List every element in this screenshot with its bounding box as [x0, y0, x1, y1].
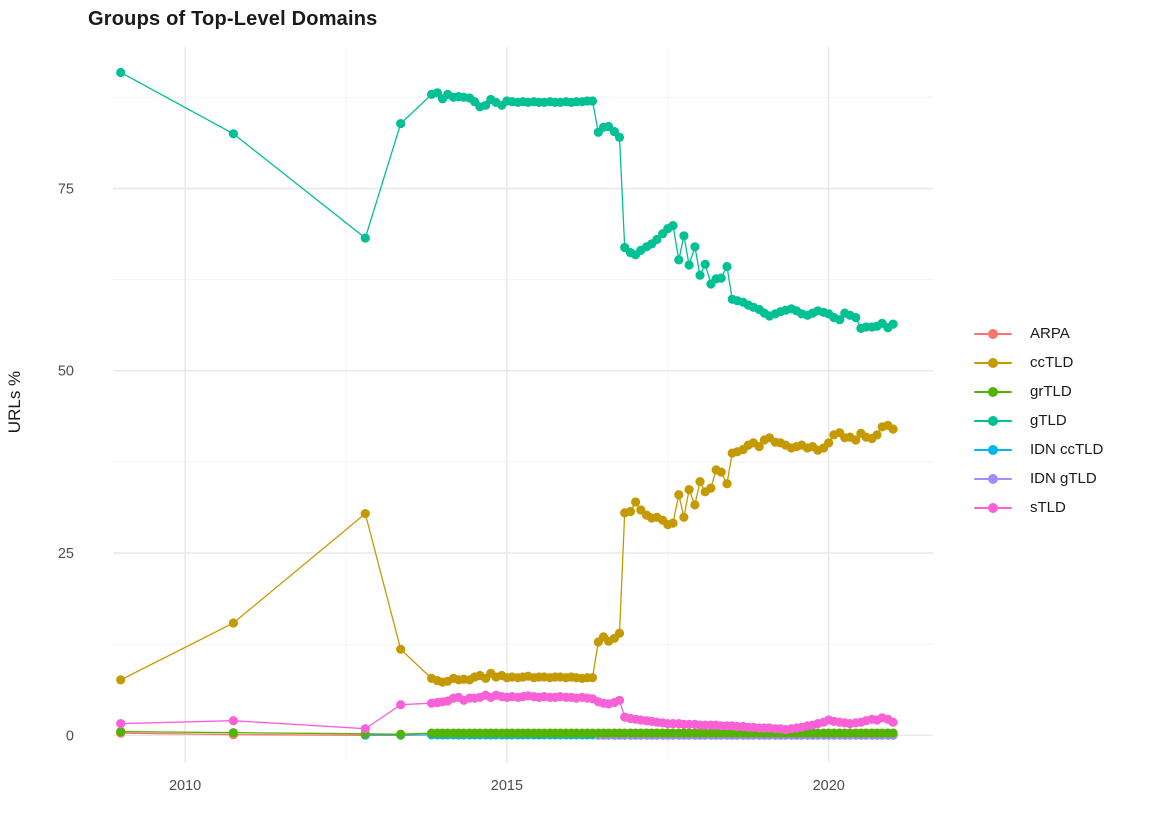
data-point-gtld	[835, 315, 845, 325]
axis-tick-labels: 2010 2015 2020 0 25 50 75	[58, 182, 845, 795]
x-tick-label: 2010	[169, 778, 201, 794]
data-point-cctld	[668, 518, 678, 528]
legend-key-dot	[988, 386, 998, 397]
legend-label: IDN ccTLD	[1030, 441, 1104, 458]
data-point-gtld	[679, 231, 689, 241]
data-point-gtld	[690, 242, 700, 252]
data-point-stld	[116, 719, 126, 729]
x-tick-label: 2020	[813, 778, 845, 794]
data-point-cctld	[690, 500, 700, 510]
legend-key-icon	[974, 502, 1012, 514]
data-point-cctld	[587, 673, 598, 683]
data-point-cctld	[116, 675, 126, 685]
y-tick-label: 50	[58, 364, 74, 380]
data-point-cctld	[631, 497, 641, 507]
gridlines	[113, 47, 933, 763]
legend-key-icon	[974, 357, 1012, 369]
legend-key-icon	[974, 415, 1012, 427]
data-point-cctld	[674, 490, 684, 500]
legend-key-dot	[988, 502, 998, 513]
data-point-gtld	[360, 233, 370, 243]
data-point-cctld	[888, 424, 898, 434]
data-point-gtld	[700, 259, 710, 269]
data-point-cctld	[716, 467, 726, 477]
legend-label: gTLD	[1030, 412, 1067, 429]
legend-item-gtld: gTLD	[974, 406, 1103, 435]
data-point-cctld	[614, 628, 625, 638]
legend-key-icon	[974, 328, 1012, 340]
data-point-gtld	[851, 312, 861, 323]
y-tick-label: 25	[58, 546, 74, 562]
legend-key-dot	[988, 444, 998, 455]
data-point-stld	[888, 717, 898, 727]
data-point-cctld	[228, 618, 238, 628]
series-cctld	[116, 420, 898, 687]
data-point-cctld	[754, 442, 764, 452]
legend-key-dot	[988, 328, 998, 339]
data-point-gtld	[668, 221, 678, 231]
data-point-gtld	[396, 119, 406, 129]
data-point-gtld	[684, 260, 694, 270]
data-point-gtld	[716, 273, 726, 283]
data-point-grtld	[116, 727, 126, 737]
legend-label: grTLD	[1030, 383, 1072, 400]
legend-key-dot	[988, 473, 998, 484]
data-point-cctld	[679, 512, 689, 522]
data-point-gtld	[116, 67, 126, 78]
legend-key-dot	[988, 415, 998, 426]
legend-key-icon	[974, 444, 1012, 456]
data-point-stld	[228, 716, 238, 726]
data-point-cctld	[684, 485, 694, 495]
data-point-cctld	[625, 506, 636, 517]
data-point-gtld	[587, 96, 598, 106]
chart-title: Groups of Top-Level Domains	[88, 8, 378, 30]
legend-key-dot	[988, 357, 998, 368]
data-point-stld	[360, 724, 370, 734]
legend-item-idn-gtld: IDN gTLD	[974, 464, 1103, 493]
series-stld	[116, 690, 898, 735]
data-point-cctld	[706, 483, 716, 493]
data-point-cctld	[722, 479, 732, 489]
legend: ARPA ccTLD grTLD gTLD IDN ccTLD IDN gTLD sTLD	[974, 319, 1103, 522]
data-point-cctld	[360, 508, 370, 519]
series-gtld	[116, 67, 898, 333]
legend-item-stld: sTLD	[974, 493, 1103, 522]
data-point-gtld	[695, 270, 705, 280]
data-point-gtld	[674, 255, 684, 265]
series-grtld	[116, 727, 898, 739]
data-point-gtld	[722, 261, 732, 272]
legend-key-icon	[974, 473, 1012, 485]
data-point-gtld	[652, 234, 662, 245]
data-point-cctld	[851, 435, 861, 445]
y-tick-label: 75	[58, 182, 74, 198]
data-point-grtld	[228, 728, 238, 738]
data-point-stld	[614, 695, 625, 705]
legend-item-grtld: grTLD	[974, 377, 1103, 406]
data-point-stld	[396, 700, 406, 710]
legend-key-icon	[974, 386, 1012, 398]
data-point-grtld	[888, 728, 898, 738]
y-tick-label: 0	[66, 728, 74, 744]
legend-item-arpa: ARPA	[974, 319, 1103, 348]
data-point-gtld	[228, 129, 238, 139]
x-tick-label: 2015	[491, 778, 523, 794]
legend-label: ccTLD	[1030, 354, 1074, 371]
legend-label: IDN gTLD	[1030, 470, 1097, 487]
data-point-cctld	[824, 438, 834, 448]
data-point-cctld	[396, 644, 406, 654]
data-point-gtld	[614, 132, 625, 142]
data-point-grtld	[396, 729, 406, 739]
data-point-cctld	[872, 430, 882, 440]
data-point-cctld	[695, 477, 705, 487]
legend-label: ARPA	[1030, 325, 1070, 342]
legend-label: sTLD	[1030, 499, 1066, 516]
legend-item-cctld: ccTLD	[974, 348, 1103, 377]
legend-item-idn-cctld: IDN ccTLD	[974, 435, 1103, 464]
data-point-gtld	[888, 319, 898, 329]
